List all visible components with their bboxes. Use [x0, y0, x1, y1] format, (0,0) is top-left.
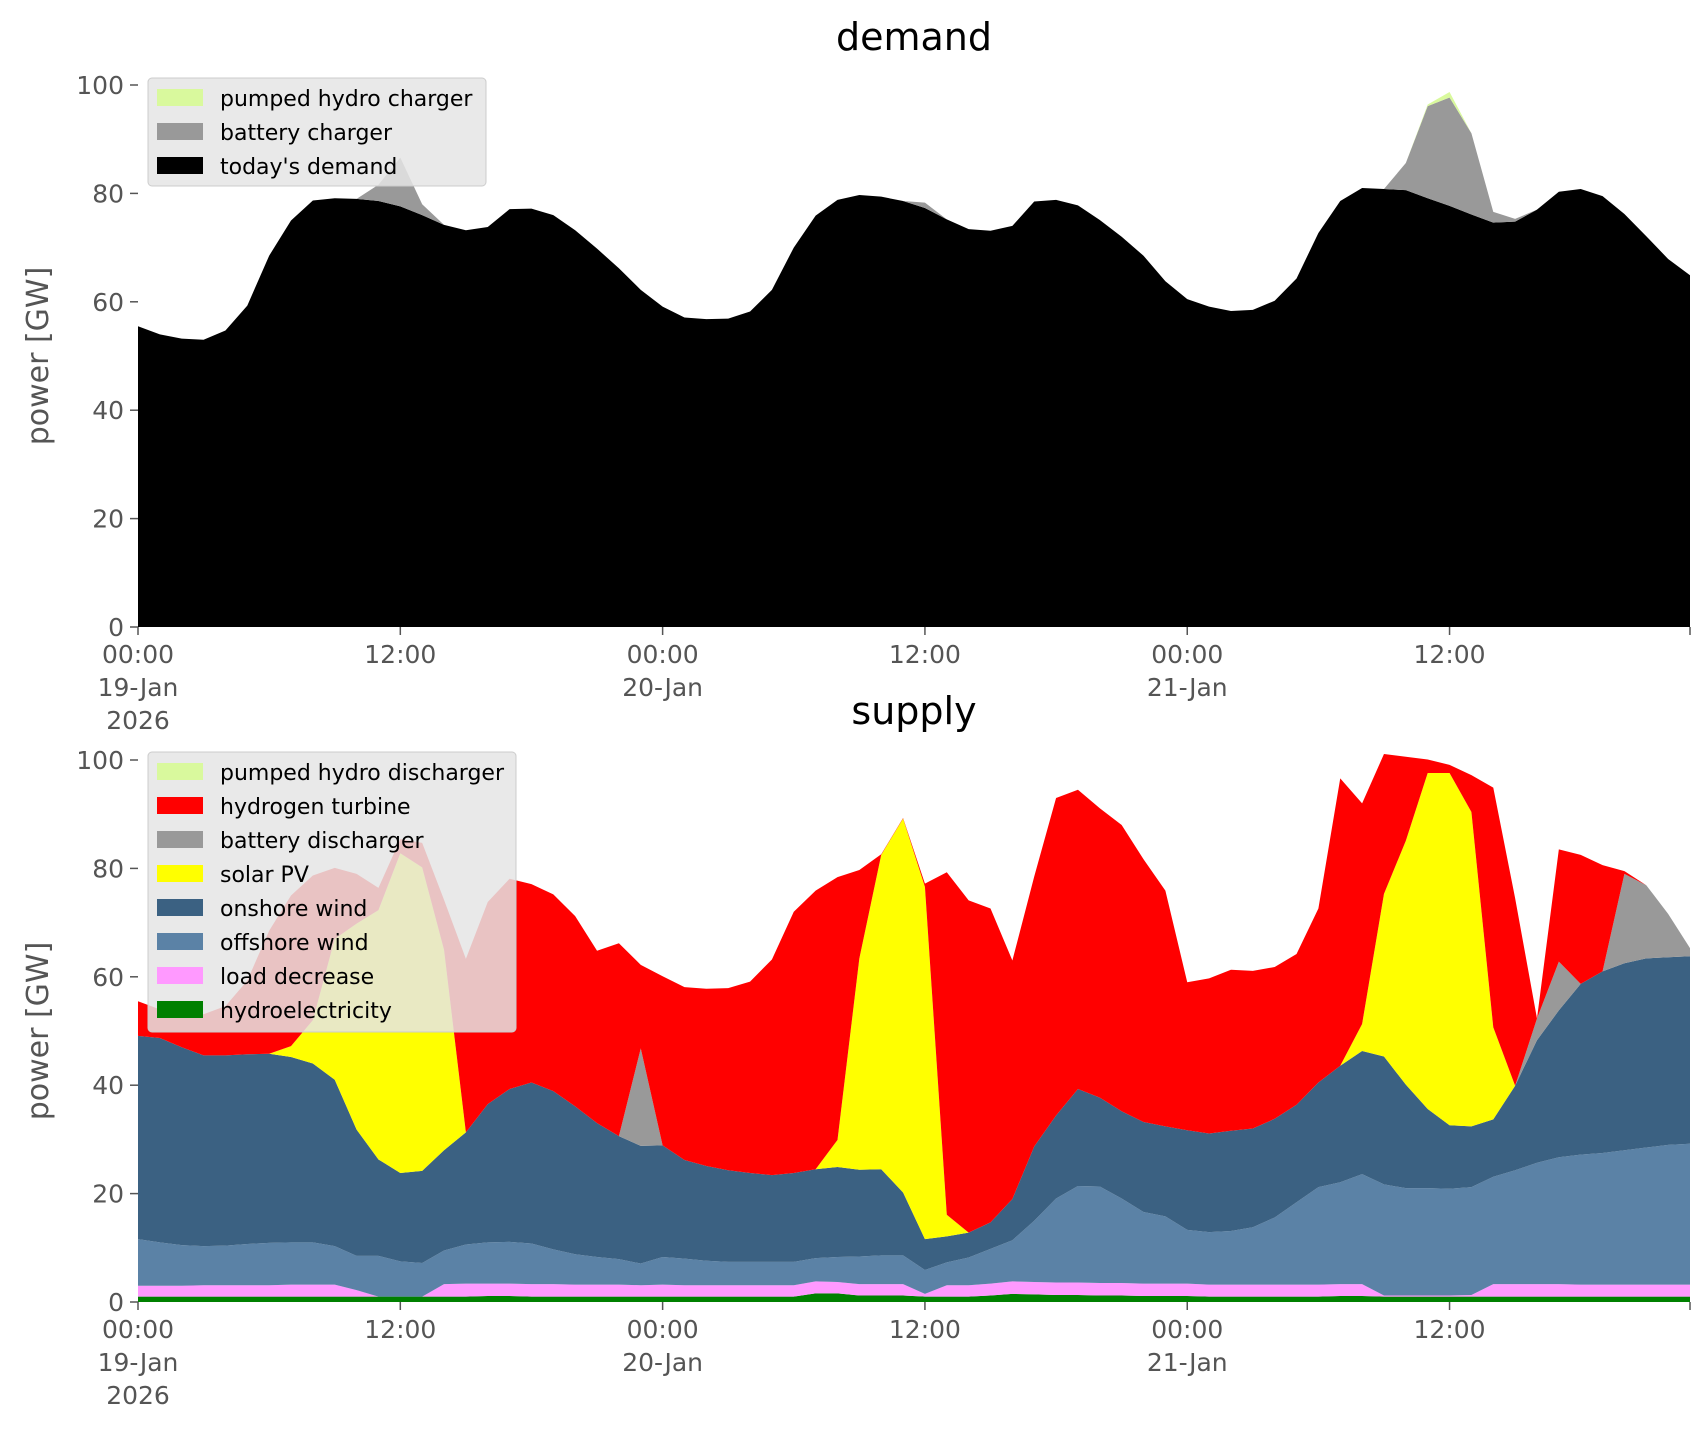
y-tick-label: 20 — [92, 505, 124, 534]
legend-swatch-pumped-hydro-discharger — [157, 763, 203, 780]
y-tick-label: 100 — [76, 746, 124, 775]
x-tick-label: 12:00 — [1414, 640, 1486, 669]
x-tick-label: 12:00 — [889, 1315, 961, 1344]
x-tick-label: 19-Jan — [98, 673, 179, 702]
y-tick-label: 20 — [92, 1180, 124, 1209]
legend-label-pumped-hydro-charger: pumped hydro charger — [220, 87, 473, 112]
legend-swatch-battery-charger — [157, 123, 203, 140]
legend-swatch-onshore-wind — [157, 899, 203, 916]
y-tick-label: 100 — [76, 71, 124, 100]
x-tick-label: 21-Jan — [1147, 1348, 1228, 1377]
legend-label-battery-charger: battery charger — [220, 121, 393, 146]
legend-label-pumped-hydro-discharger: pumped hydro discharger — [220, 761, 505, 786]
x-tick-label: 00:00 — [1151, 1315, 1223, 1344]
x-tick-label: 21-Jan — [1147, 673, 1228, 702]
x-tick-label: 12:00 — [364, 640, 436, 669]
y-axis-label: power [GW] — [21, 267, 56, 446]
legend: pumped hydro charger battery charger today… — [147, 77, 487, 187]
legend-swatch-solar-pv — [157, 865, 203, 882]
legend-box — [147, 751, 517, 1033]
legend-swatch-pumped-hydro-charger — [157, 89, 203, 106]
legend-label-hydrogen-turbine: hydrogen turbine — [220, 795, 411, 820]
y-tick-label: 80 — [92, 179, 124, 208]
x-tick-label: 2026 — [106, 1381, 170, 1410]
x-tick-label: 00:00 — [1151, 640, 1223, 669]
legend-swatch-today-s-demand — [157, 157, 203, 174]
x-tick-label: 20-Jan — [622, 673, 703, 702]
area-today-s-demand — [138, 187, 1690, 628]
y-tick-label: 60 — [92, 288, 124, 317]
x-tick-label: 00:00 — [627, 640, 699, 669]
x-tick-label: 19-Jan — [98, 1348, 179, 1377]
x-tick-label: 00:00 — [102, 640, 174, 669]
area-hydroelectricity — [138, 1293, 1690, 1302]
legend-swatch-offshore-wind — [157, 933, 203, 950]
x-tick-label: 12:00 — [1414, 1315, 1486, 1344]
x-tick-label: 12:00 — [889, 640, 961, 669]
legend: pumped hydro discharger hydrogen turbine b… — [147, 751, 517, 1033]
demand-panel: demand 0 20 40 60 80 100 00:00 19-Jan 2026 12:00 00… — [21, 15, 1691, 735]
y-tick-label: 80 — [92, 854, 124, 883]
x-tick-label: 20-Jan — [622, 1348, 703, 1377]
legend-label-today-s-demand: today's demand — [220, 155, 397, 180]
y-tick-label: 0 — [108, 613, 124, 642]
legend-label-hydroelectricity: hydroelectricity — [220, 999, 392, 1024]
y-tick-label: 40 — [92, 1071, 124, 1100]
legend-label-onshore-wind: onshore wind — [220, 897, 367, 922]
legend-label-battery-discharger: battery discharger — [220, 829, 425, 854]
x-tick-label: 00:00 — [102, 1315, 174, 1344]
x-tick-label: 00:00 — [627, 1315, 699, 1344]
y-axis-label: power [GW] — [21, 942, 56, 1121]
y-tick-label: 0 — [108, 1288, 124, 1317]
chart-title: supply — [851, 689, 976, 733]
legend-label-solar-pv: solar PV — [220, 863, 309, 888]
y-tick-label: 60 — [92, 963, 124, 992]
area-onshore-wind — [138, 956, 1690, 1271]
legend-swatch-hydrogen-turbine — [157, 797, 203, 814]
legend-swatch-load-decrease — [157, 967, 203, 984]
legend-swatch-hydroelectricity — [157, 1001, 203, 1018]
supply-panel: supply 0 20 40 60 80 100 00:00 19-Jan 2026 12:00 00… — [21, 689, 1691, 1410]
legend-box — [147, 77, 487, 187]
area-solar-pv — [138, 773, 1690, 1240]
legend-label-offshore-wind: offshore wind — [220, 931, 369, 956]
x-tick-label: 12:00 — [364, 1315, 436, 1344]
x-tick-label: 2026 — [106, 706, 170, 735]
y-tick-label: 40 — [92, 396, 124, 425]
legend-label-load-decrease: load decrease — [220, 965, 374, 990]
chart-title: demand — [836, 15, 992, 59]
legend-swatch-battery-discharger — [157, 831, 203, 848]
area-offshore-wind — [138, 1143, 1690, 1297]
